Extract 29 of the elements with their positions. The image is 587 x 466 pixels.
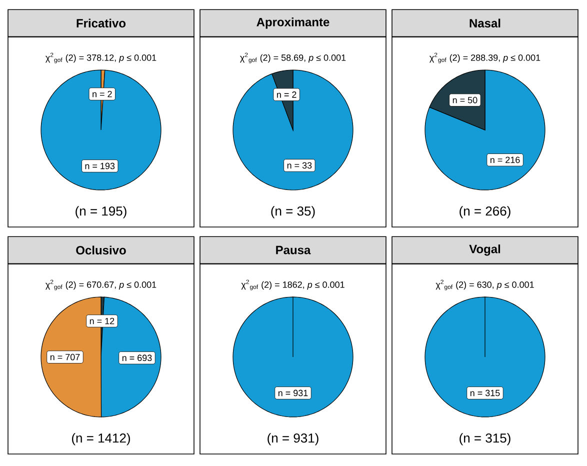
data-label: n = 193 xyxy=(85,162,115,170)
data-label: n = 33 xyxy=(287,162,312,169)
chart-subtitle: χ$^{2}$$_{gof}$ (2) = 378.12, p ≤ 0.001 xyxy=(46,52,156,64)
data-label: n = 315 xyxy=(470,390,500,396)
text: (n = 35) xyxy=(271,206,315,218)
chart-subtitle: χ$^{2}$$_{gof}$ (2) = 670.67, p ≤ 0.001 xyxy=(46,280,156,290)
text: (n = 266) xyxy=(460,206,510,218)
chart-title: Nasal xyxy=(470,18,500,28)
chart-subtitle: χ$^{2}$$_{gof}$ (2) = 1862, p ≤ 0.001 xyxy=(241,280,344,290)
chart-title: Oclusivo xyxy=(76,246,126,254)
data-label: n = 2 xyxy=(92,90,112,98)
text: (n = 1412) xyxy=(72,433,130,446)
text: (n = 315) xyxy=(460,433,510,446)
data-label: n = 707 xyxy=(50,354,80,360)
data-label: n = 50 xyxy=(452,96,478,104)
chart-subtitle: χ$^{2}$$_{gof}$ (2) = 58.69, p ≤ 0.001 xyxy=(240,52,346,64)
chart-title: Fricativo xyxy=(76,18,126,28)
data-label: n = 931 xyxy=(278,390,308,396)
text: (n = 931) xyxy=(268,433,318,446)
data-label: n = 216 xyxy=(490,156,520,164)
data-label: n = 12 xyxy=(90,318,114,324)
chart-subtitle: χ$^{2}$$_{gof}$ (2) = 288.39, p ≤ 0.001 xyxy=(430,52,540,64)
text: (n = 195) xyxy=(76,206,126,218)
data-label: n = 2 xyxy=(277,91,296,98)
chart-subtitle: χ$^{2}$$_{gof}$ (2) = 630, p ≤ 0.001 xyxy=(436,280,534,290)
chart-title: Pausa xyxy=(276,246,311,254)
chart-title: Aproximante xyxy=(256,18,330,29)
chart-title: Vogal xyxy=(469,244,500,256)
data-label: n = 693 xyxy=(122,354,152,362)
